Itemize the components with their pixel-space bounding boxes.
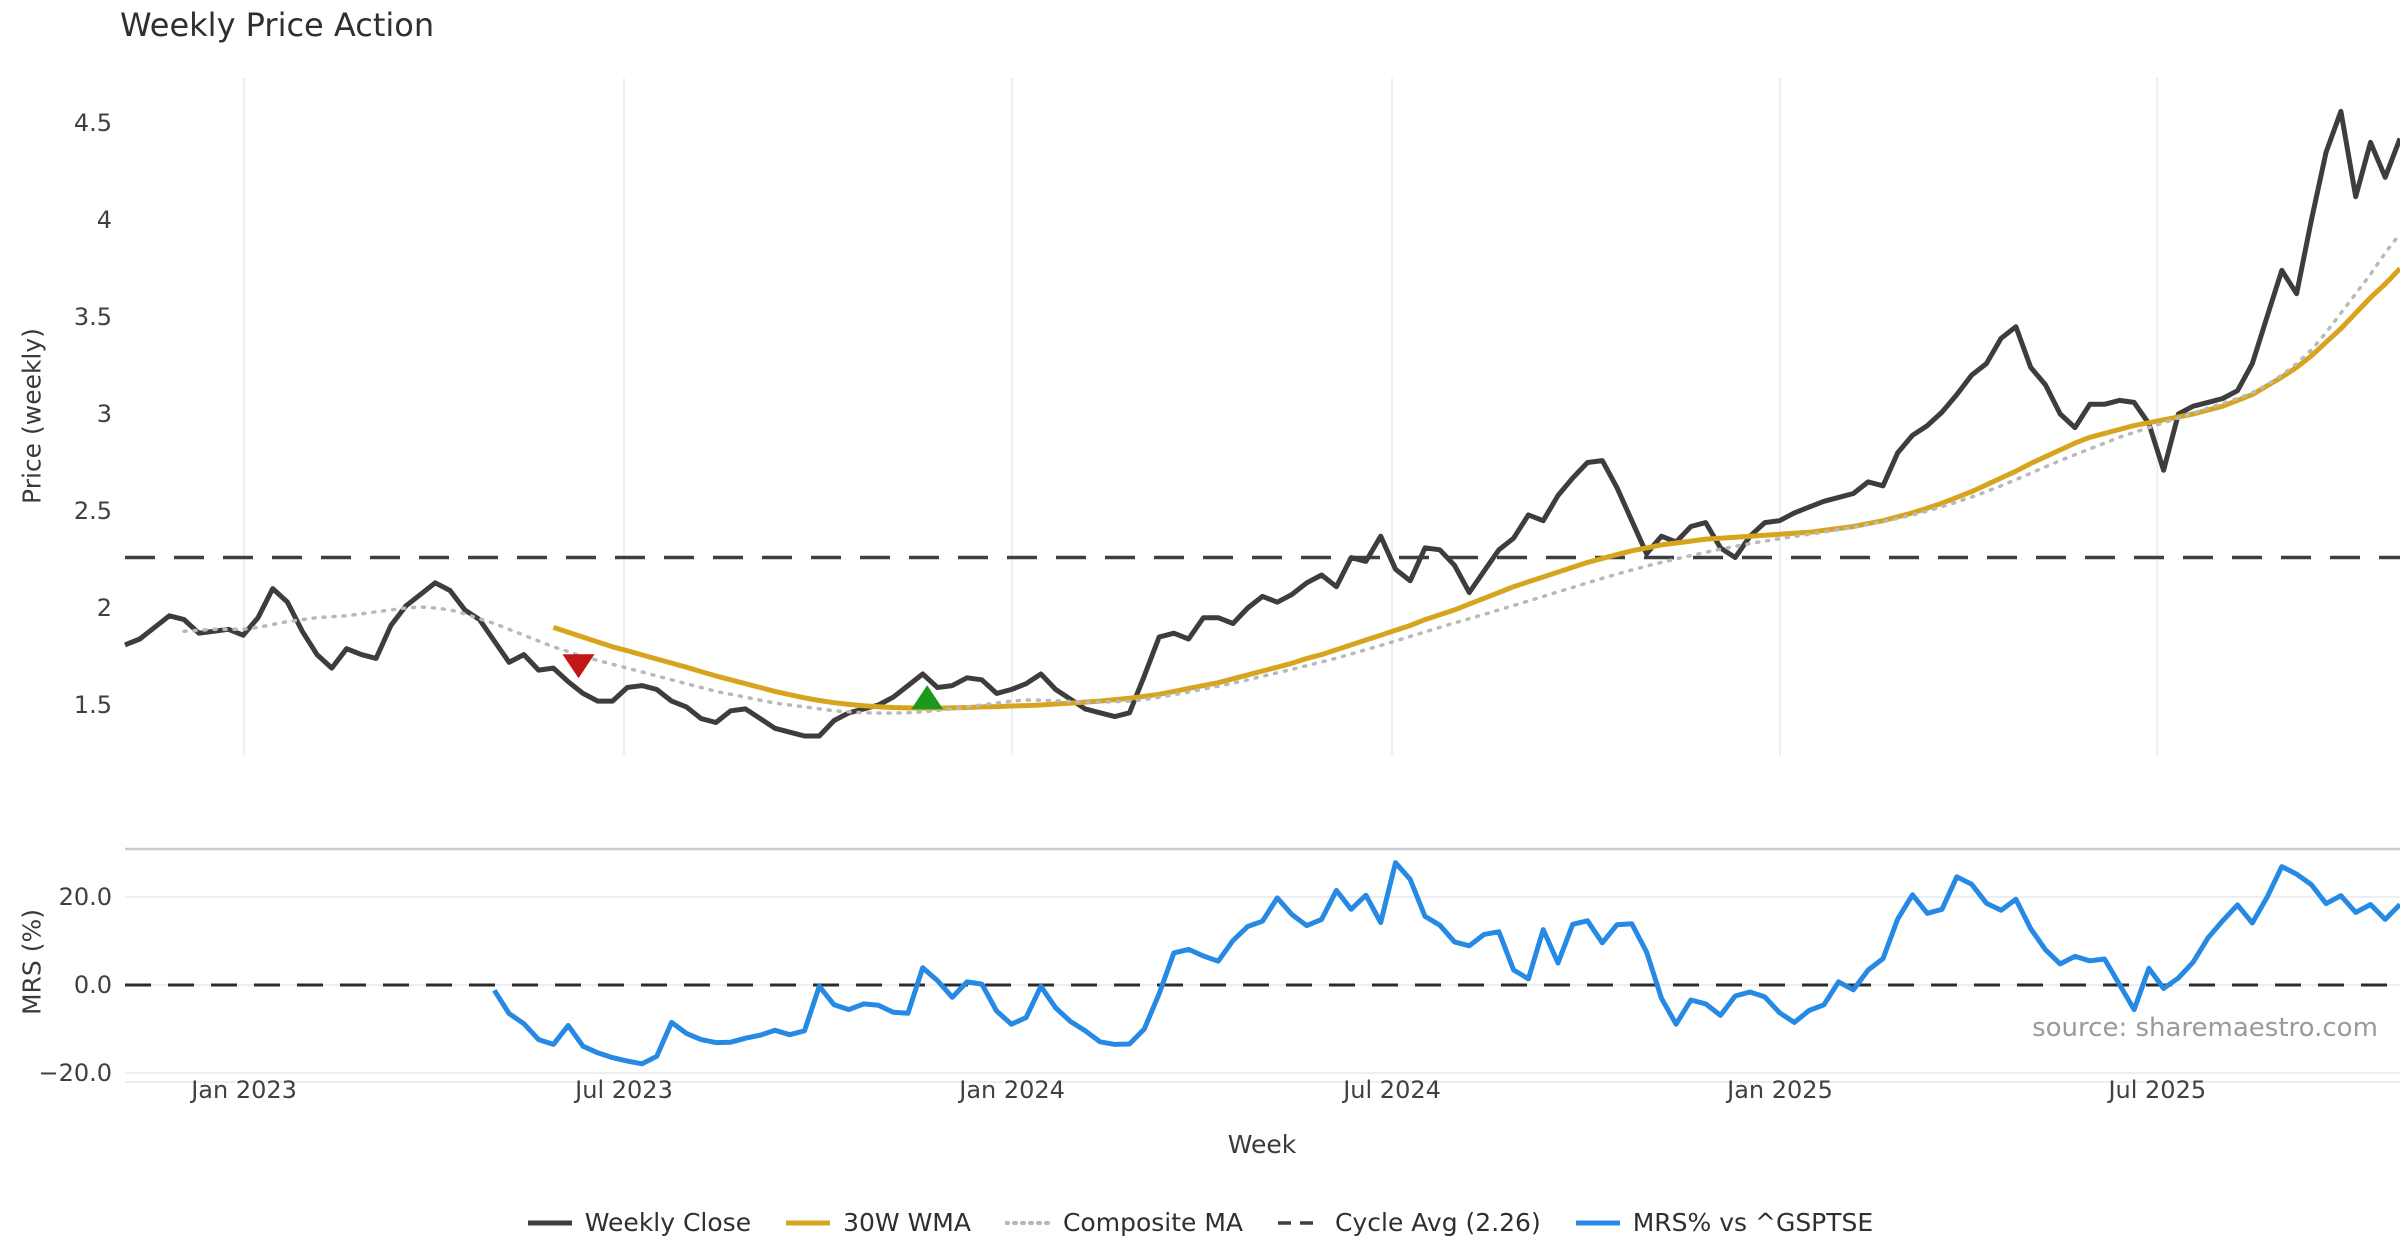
- mrs-tick-label: 0.0: [73, 971, 112, 999]
- legend-item-weekly-close: Weekly Close: [527, 1208, 751, 1237]
- wma-line-swatch-icon: [786, 1220, 831, 1225]
- buy-triangle-up-marker-icon: [911, 685, 944, 710]
- sell-triangle-down-marker-icon: [562, 654, 595, 679]
- legend-label: 30W WMA: [843, 1208, 971, 1237]
- price-tick-label: 2: [96, 594, 112, 622]
- x-tick-label: Jul 2025: [2108, 1076, 2207, 1104]
- legend-label: Weekly Close: [584, 1208, 752, 1237]
- x-tick-label: Jul 2023: [575, 1076, 673, 1104]
- x-tick-label: Jan 2025: [1727, 1076, 1833, 1104]
- legend-item-30w-wma: 30W WMA: [785, 1208, 971, 1237]
- legend-label: MRS% vs ^GSPTSE: [1632, 1208, 1874, 1237]
- x-axis-label: Week: [1227, 1130, 1297, 1159]
- weekly-close-line-swatch-icon: [527, 1220, 572, 1225]
- composite-ma-line: [182, 231, 2400, 715]
- mrs-line: [492, 860, 2400, 1067]
- x-tick-label: Jul 2024: [1343, 1076, 1441, 1104]
- legend-item-composite-ma: Composite MA: [1004, 1208, 1244, 1237]
- mrs-tick-label: −20.0: [38, 1059, 112, 1087]
- legend-item-mrs: MRS% vs ^GSPTSE: [1575, 1208, 1873, 1237]
- mrs-tick-label: 20.0: [58, 883, 112, 911]
- wma-30w-line: [552, 266, 2400, 711]
- source-attribution: source: sharemaestro.com: [2032, 1013, 2378, 1043]
- chart-title: Weekly Price Action: [120, 6, 435, 44]
- x-tick-label: Jan 2024: [959, 1076, 1065, 1104]
- legend-label: Cycle Avg (2.26): [1335, 1208, 1541, 1237]
- price-tick-label: 2.5: [73, 497, 112, 525]
- composite-ma-dotted-swatch-icon: [1004, 1220, 1051, 1225]
- x-tick-label: Jan 2023: [191, 1076, 297, 1104]
- price-axis-label: Price (weekly): [17, 328, 47, 504]
- price-tick-label: 3: [96, 400, 112, 428]
- price-tick-label: 4: [96, 206, 112, 234]
- price-tick-label: 3.5: [73, 303, 112, 331]
- chart-legend: Weekly Close 30W WMA Composite MA Cycle …: [0, 1208, 2400, 1237]
- weekly-close-line: [124, 108, 2400, 739]
- legend-item-cycle-avg: Cycle Avg (2.26): [1277, 1208, 1541, 1237]
- cycle-avg-dashed-swatch-icon: [1278, 1220, 1323, 1225]
- price-tick-label: 4.5: [73, 109, 112, 137]
- mrs-axis-label: MRS (%): [17, 908, 47, 1016]
- mrs-line-swatch-icon: [1575, 1220, 1620, 1225]
- legend-label: Composite MA: [1062, 1208, 1244, 1237]
- price-tick-label: 1.5: [73, 691, 112, 719]
